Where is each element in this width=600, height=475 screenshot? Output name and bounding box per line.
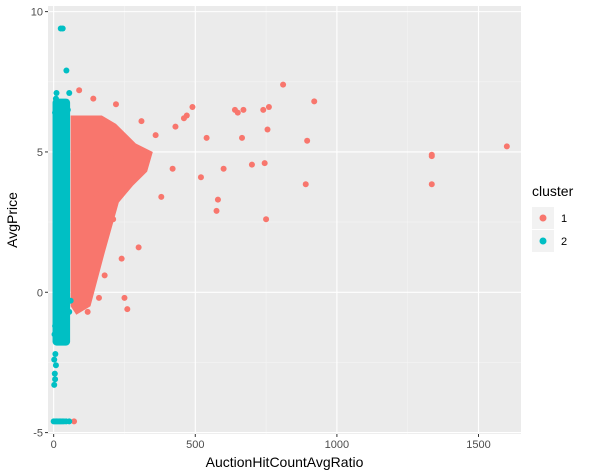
point-cluster-2	[66, 418, 73, 425]
point-cluster-1	[84, 308, 91, 315]
point-cluster-1	[124, 306, 131, 313]
point-cluster-1	[118, 255, 125, 262]
legend-label-1: 1	[561, 213, 567, 225]
point-cluster-1	[503, 143, 510, 150]
x-tick-label: 0	[51, 439, 57, 451]
point-cluster-2	[58, 311, 65, 318]
y-axis-title: AvgPrice	[4, 192, 20, 248]
dense-point-bands	[52, 98, 153, 346]
y-axis: -5 0 5 10	[31, 7, 48, 440]
y-tick-label: -5	[33, 428, 43, 440]
point-cluster-1	[311, 98, 318, 105]
point-cluster-2	[52, 314, 59, 321]
cluster-2-dense-region	[52, 98, 71, 346]
point-cluster-1	[93, 191, 100, 198]
point-cluster-1	[158, 193, 165, 200]
legend-label-2: 2	[561, 236, 567, 248]
point-cluster-1	[280, 81, 287, 88]
point-cluster-1	[121, 294, 128, 301]
x-axis-title: AuctionHitCountAvgRatio	[206, 454, 364, 470]
point-cluster-1	[76, 87, 83, 94]
point-cluster-1	[304, 137, 311, 144]
point-cluster-1	[239, 134, 246, 141]
point-cluster-1	[138, 118, 145, 125]
point-cluster-2	[51, 356, 58, 363]
point-cluster-1	[107, 154, 114, 161]
point-cluster-1	[214, 196, 221, 203]
x-tick-label: 500	[186, 439, 204, 451]
point-cluster-1	[213, 207, 220, 214]
point-cluster-2	[51, 370, 58, 377]
grid-minor	[48, 6, 521, 434]
point-cluster-2	[67, 297, 74, 304]
point-cluster-1	[95, 294, 102, 301]
point-cluster-1	[189, 104, 196, 111]
point-cluster-2	[59, 25, 66, 32]
point-cluster-2	[52, 109, 59, 116]
x-tick-label: 1500	[466, 439, 490, 451]
x-axis: 0 500 1000 1500	[51, 434, 491, 451]
legend-marker-2	[539, 237, 547, 245]
point-cluster-1	[261, 160, 268, 167]
legend-title: cluster	[532, 183, 574, 199]
point-cluster-1	[302, 181, 309, 188]
point-cluster-2	[63, 67, 70, 74]
point-cluster-2	[51, 381, 58, 388]
point-cluster-1	[71, 418, 78, 425]
point-cluster-1	[78, 303, 85, 310]
point-cluster-1	[248, 161, 255, 168]
point-cluster-2	[56, 320, 63, 327]
y-tick-label: 0	[37, 287, 43, 299]
point-cluster-1	[87, 280, 94, 287]
point-cluster-2	[52, 376, 59, 383]
legend-marker-1	[539, 214, 547, 222]
point-cluster-1	[110, 216, 117, 223]
point-cluster-1	[263, 216, 270, 223]
point-cluster-1	[240, 106, 247, 113]
point-cluster-2	[66, 90, 73, 97]
point-cluster-1	[265, 104, 272, 111]
point-cluster-1	[203, 134, 210, 141]
x-tick-label: 1000	[325, 439, 349, 451]
point-cluster-2	[52, 322, 59, 329]
point-cluster-2	[66, 308, 73, 315]
point-cluster-2	[52, 95, 59, 102]
point-cluster-1	[112, 101, 119, 108]
point-cluster-1	[197, 174, 204, 181]
point-cluster-1	[152, 132, 159, 139]
point-cluster-1	[129, 177, 136, 184]
point-cluster-1	[90, 95, 97, 102]
point-cluster-1	[428, 181, 435, 188]
point-cluster-1	[169, 165, 176, 172]
legend: cluster 1 2	[532, 183, 574, 252]
panel-background	[48, 6, 521, 434]
data-points	[50, 25, 510, 425]
point-cluster-1	[172, 123, 179, 130]
grid-major	[48, 6, 521, 434]
point-cluster-1	[428, 153, 435, 160]
point-cluster-1	[264, 126, 271, 133]
point-cluster-2	[52, 351, 59, 358]
point-cluster-1	[231, 106, 238, 113]
point-cluster-2	[64, 106, 71, 113]
point-cluster-1	[135, 244, 142, 251]
point-cluster-2	[53, 90, 60, 97]
y-tick-label: 10	[31, 7, 43, 19]
y-tick-label: 5	[37, 147, 43, 159]
point-cluster-1	[101, 272, 108, 279]
point-cluster-2	[51, 331, 58, 338]
point-cluster-1	[260, 106, 267, 113]
point-cluster-1	[180, 115, 187, 122]
cluster-1-dense-region	[70, 115, 153, 315]
point-cluster-2	[52, 362, 59, 369]
point-cluster-1	[220, 165, 227, 172]
